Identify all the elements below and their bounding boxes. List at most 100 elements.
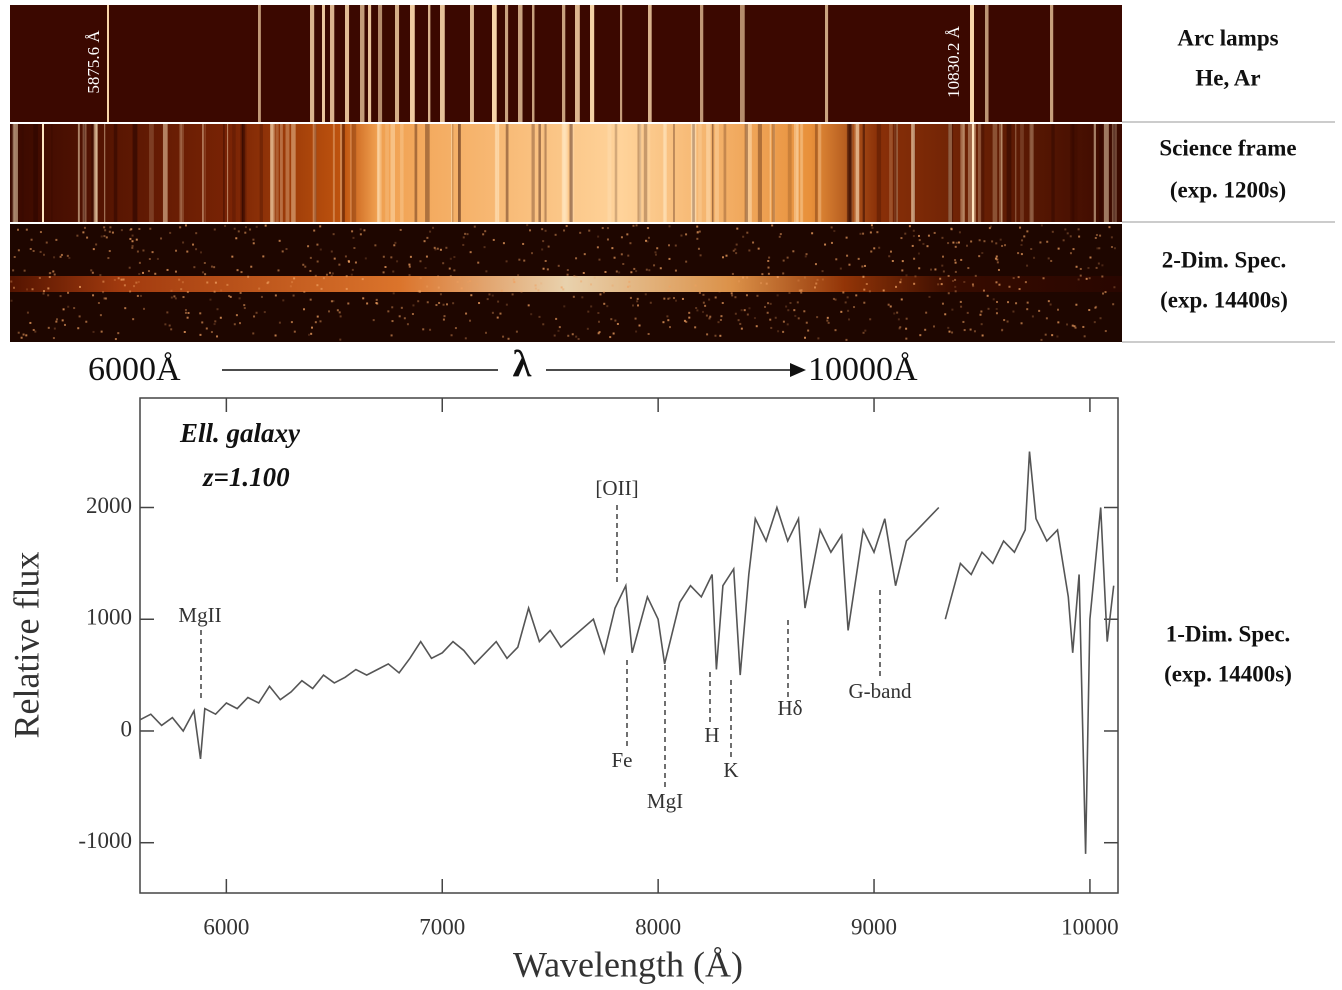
noise <box>901 260 904 263</box>
noise <box>1110 236 1113 239</box>
noise <box>459 277 462 280</box>
noise <box>1075 265 1078 268</box>
noise <box>338 311 341 314</box>
noise <box>456 280 459 283</box>
noise <box>706 333 709 336</box>
noise <box>601 227 604 230</box>
sky-line <box>561 124 565 222</box>
noise <box>871 226 874 229</box>
noise <box>742 235 745 238</box>
noise <box>462 243 465 246</box>
noise <box>789 301 792 304</box>
noise <box>210 331 213 334</box>
noise <box>55 320 58 323</box>
noise <box>339 338 342 341</box>
noise <box>575 275 578 278</box>
x-tick-label: 6000 <box>203 914 249 939</box>
noise <box>1046 240 1049 243</box>
sky-line <box>960 124 965 222</box>
noise <box>941 236 944 239</box>
noise <box>203 261 206 264</box>
noise <box>834 298 837 301</box>
noise <box>681 297 684 300</box>
noise <box>541 228 544 231</box>
spectrum-plot: Ell. galaxy z=1.100 Wavelength (Å) Relat… <box>6 397 1119 984</box>
sky-line <box>451 124 454 222</box>
sky-line <box>848 124 853 222</box>
sky-line <box>243 124 247 222</box>
noise <box>249 228 252 231</box>
noise <box>1095 266 1098 269</box>
noise <box>469 319 472 322</box>
noise <box>821 270 824 273</box>
noise <box>776 276 779 279</box>
noise <box>846 296 849 299</box>
noise <box>900 237 903 240</box>
noise <box>10 280 13 283</box>
sky-line <box>14 124 16 222</box>
noise <box>400 306 403 309</box>
line-label: [OII] <box>595 476 638 500</box>
noise <box>817 337 820 340</box>
noise <box>531 252 534 255</box>
sky-line <box>690 124 696 222</box>
noise <box>1015 302 1018 305</box>
sky-line <box>204 124 206 222</box>
noise <box>353 247 356 250</box>
y-tick-label: 2000 <box>86 493 132 518</box>
noise <box>67 305 70 308</box>
noise <box>307 245 310 248</box>
noise <box>213 290 216 293</box>
noise <box>1008 285 1011 288</box>
noise <box>647 236 650 239</box>
noise <box>201 271 204 274</box>
noise <box>696 231 699 234</box>
noise <box>103 235 106 238</box>
noise <box>262 255 265 258</box>
noise <box>555 317 558 320</box>
noise <box>696 225 699 228</box>
sky-line <box>967 124 972 222</box>
noise <box>958 231 961 234</box>
sky-line <box>93 124 98 222</box>
noise <box>771 224 774 227</box>
noise <box>636 300 639 303</box>
noise <box>1050 259 1053 262</box>
noise <box>22 333 25 336</box>
sky-line <box>855 124 860 222</box>
noise <box>924 328 927 331</box>
noise <box>131 234 134 237</box>
noise <box>403 317 406 320</box>
sky-line <box>149 124 154 222</box>
noise <box>737 319 740 322</box>
noise <box>285 248 288 251</box>
noise <box>695 306 698 309</box>
noise <box>1088 277 1091 280</box>
sky-line <box>21 124 24 222</box>
noise <box>963 329 966 332</box>
noise <box>683 319 686 322</box>
noise <box>544 229 547 232</box>
noise <box>1018 288 1021 291</box>
noise <box>43 290 46 293</box>
sky-line <box>1113 124 1115 222</box>
noise <box>394 241 397 244</box>
noise <box>954 259 957 262</box>
noise <box>1030 248 1033 251</box>
noise <box>293 277 296 280</box>
noise <box>439 248 442 251</box>
sky-line <box>495 124 498 222</box>
noise <box>243 307 246 310</box>
noise <box>282 299 285 302</box>
noise <box>735 243 738 246</box>
noise <box>253 315 256 318</box>
noise <box>847 309 850 312</box>
noise <box>105 236 108 239</box>
noise <box>175 249 178 252</box>
arc-line <box>648 5 652 122</box>
noise <box>786 323 789 326</box>
noise <box>647 332 650 335</box>
noise <box>782 272 785 275</box>
noise <box>250 265 253 268</box>
noise <box>974 274 977 277</box>
